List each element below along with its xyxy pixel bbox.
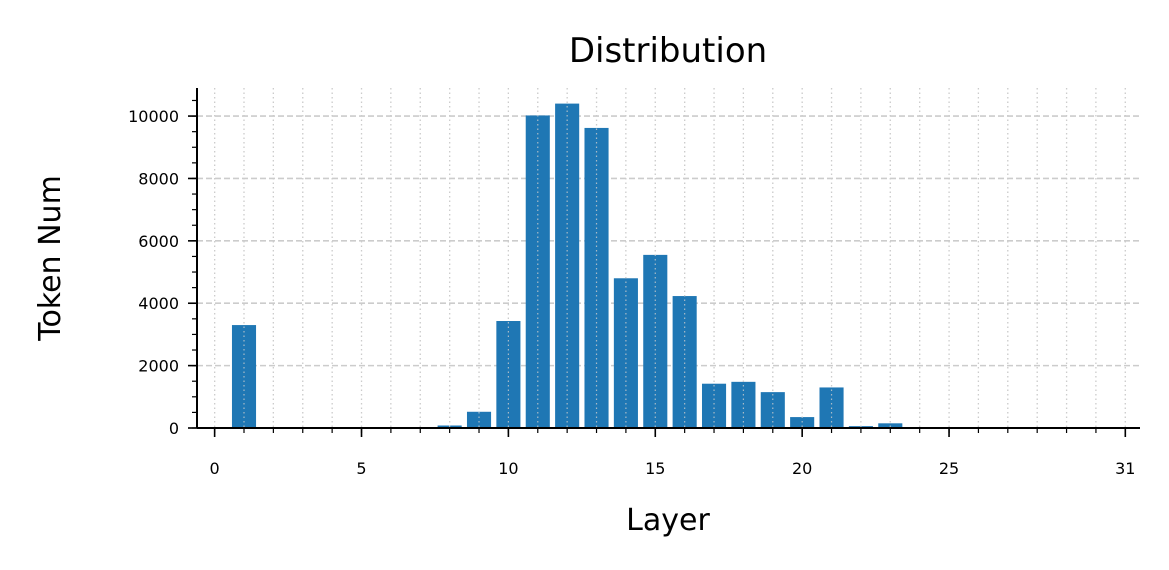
y-tick-label: 6000 — [138, 232, 179, 251]
y-tick-label: 2000 — [138, 357, 179, 376]
y-axis-label: Token Num — [33, 175, 68, 342]
x-tick-label: 10 — [498, 459, 518, 478]
bar-layer-20 — [790, 417, 815, 428]
bar-series — [214, 88, 1126, 429]
x-axis-label: Layer — [626, 503, 710, 538]
y-tick-label: 0 — [169, 419, 179, 438]
axes — [196, 88, 1140, 429]
y-tick-label: 8000 — [138, 169, 179, 188]
x-tick-label: 15 — [645, 459, 665, 478]
bar-layer-11 — [525, 115, 550, 429]
grid-lines — [197, 88, 1140, 429]
bar-layer-19 — [760, 392, 785, 428]
chart-title: Distribution — [569, 31, 767, 71]
bar-layer-10 — [496, 321, 521, 428]
x-tick-label: 25 — [939, 459, 959, 478]
x-tick-label: 31 — [1115, 459, 1135, 478]
x-tick-label: 5 — [356, 459, 366, 478]
x-tick-label: 20 — [792, 459, 812, 478]
y-tick-label: 4000 — [138, 294, 179, 313]
bar-layer-9 — [466, 411, 492, 428]
tick-marks: 0 5 10 15 20 25 31 0 2000 4000 6000 8000 10000 — [128, 99, 1135, 478]
x-tick-label: 0 — [210, 459, 220, 478]
bar-layer-12 — [555, 103, 580, 429]
y-tick-label: 10000 — [128, 107, 179, 126]
bar-layer-17 — [701, 383, 727, 428]
